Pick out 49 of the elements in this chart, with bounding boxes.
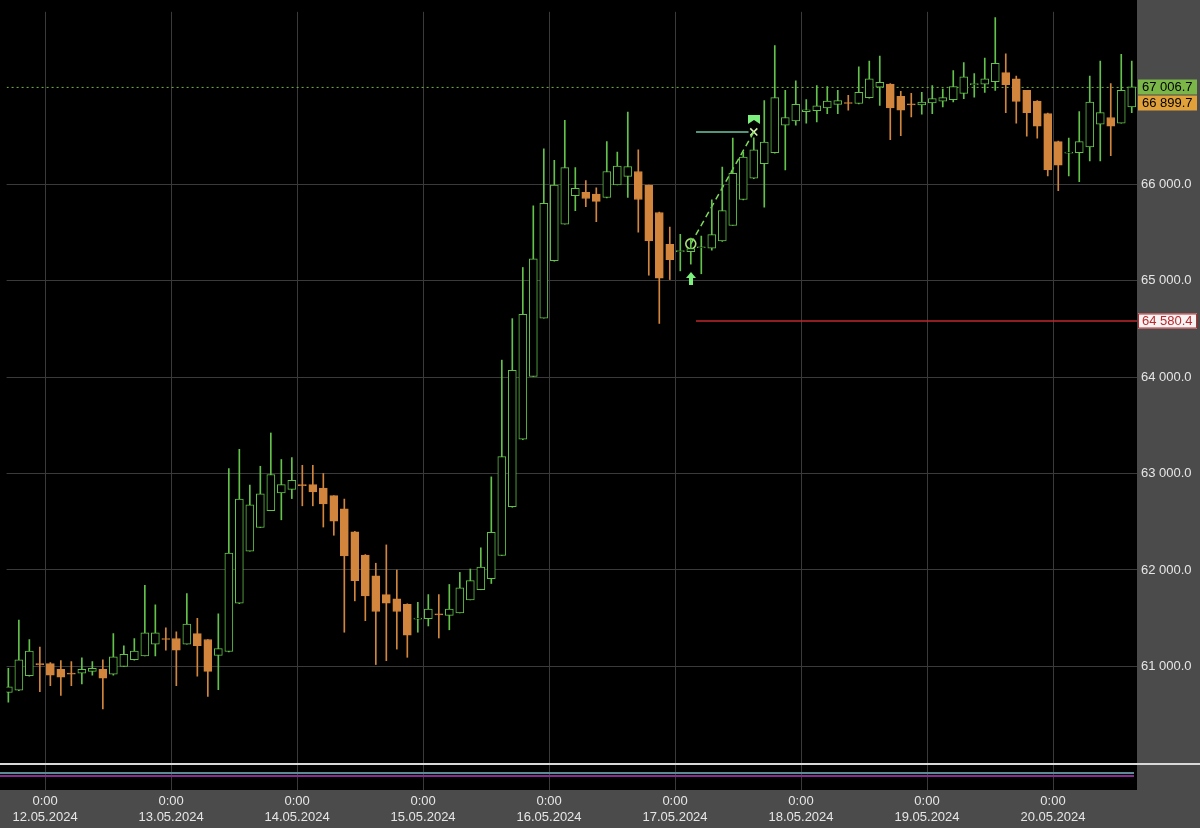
y-tick-label: 61 000.0 [1141, 658, 1192, 674]
y-tick-label: 62 000.0 [1141, 561, 1192, 577]
candlestick [927, 85, 937, 114]
x-tick-label: 0:00 16.05.2024 [516, 793, 582, 824]
candlestick [623, 111, 633, 198]
candlestick [413, 601, 423, 633]
candlestick [686, 237, 696, 265]
candlestick [990, 17, 1000, 91]
candlestick [434, 594, 444, 639]
candlestick [833, 90, 843, 114]
candlestick [780, 90, 790, 171]
candlestick [77, 657, 87, 685]
candlestick [875, 55, 885, 106]
candlestick [287, 457, 297, 499]
candlestick [812, 85, 822, 123]
ref-line-label: 67 006.7 [1142, 78, 1193, 94]
x-tick-label: 0:00 15.05.2024 [390, 793, 456, 824]
candlestick [801, 99, 811, 124]
candlestick [759, 100, 769, 208]
x-tick-label: 0:00 19.05.2024 [894, 793, 960, 824]
annotation: 66 899.7 [1142, 94, 1193, 110]
y-tick-label: 63 000.0 [1141, 465, 1192, 481]
candlestick [1074, 111, 1084, 182]
x-tick-label: 0:00 20.05.2024 [1020, 793, 1086, 824]
candlestick [696, 235, 706, 275]
annotation: 64 580.4 [1142, 313, 1193, 329]
x-tick-label: 0:00 12.05.2024 [12, 793, 78, 824]
y-tick-label: 65 000.0 [1141, 272, 1192, 288]
candlestick [308, 464, 318, 507]
candlestick [581, 180, 591, 208]
candlestick [392, 569, 402, 650]
x-tick-label: 0:00 14.05.2024 [264, 793, 330, 824]
candlestick [570, 167, 580, 211]
candlestick [1106, 83, 1116, 156]
y-tick-label: 64 000.0 [1141, 368, 1192, 384]
y-tick-label: 66 000.0 [1141, 175, 1192, 191]
x-tick-label: 0:00 18.05.2024 [768, 793, 834, 824]
x-tick-label: 0:00 17.05.2024 [642, 793, 708, 824]
candlestick [938, 88, 948, 108]
candlestick [444, 584, 454, 631]
candlestick [1064, 137, 1074, 177]
candlestick [1001, 53, 1011, 113]
candlestick [1095, 60, 1105, 162]
candlestick [277, 459, 286, 521]
candlestick [591, 187, 601, 222]
x-tick-label: 0:00 13.05.2024 [138, 793, 204, 824]
candlestick [906, 93, 916, 118]
candlestick [381, 544, 391, 662]
candlestick [822, 86, 832, 114]
